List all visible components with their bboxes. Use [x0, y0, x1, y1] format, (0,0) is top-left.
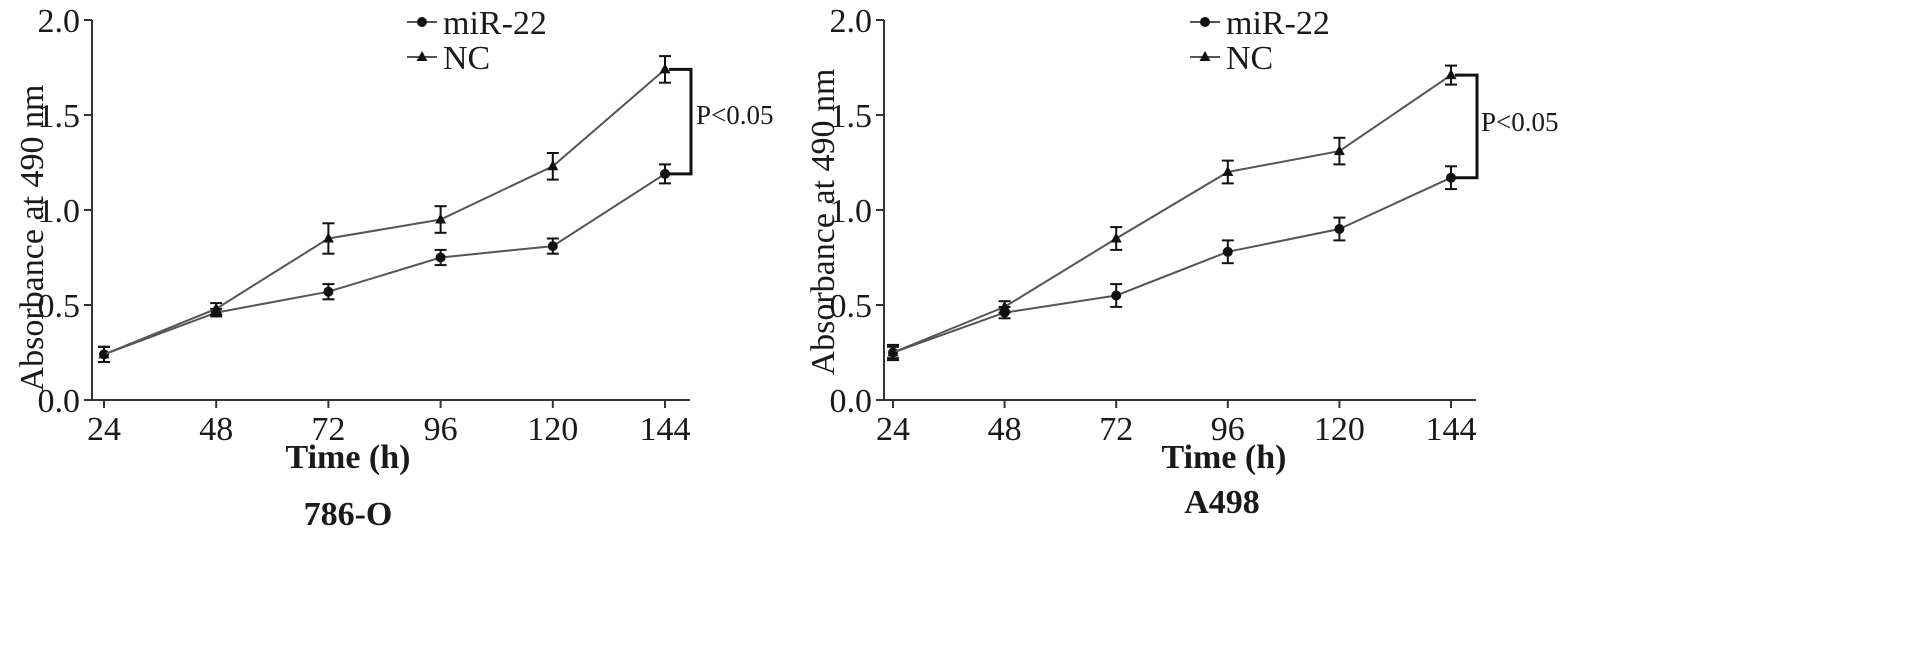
panel-label: A498	[1184, 484, 1260, 521]
data-point-mir-22	[660, 168, 670, 179]
data-point-mir-22	[547, 241, 558, 252]
x-tick-label: 120	[1314, 411, 1365, 448]
data-point-mir-22	[1111, 290, 1122, 301]
series-line-mir-22	[892, 176, 1452, 354]
y-tick-label: 0.5	[38, 288, 81, 325]
legend-label: miR-22	[443, 5, 547, 42]
panel-label: 786-O	[304, 496, 393, 533]
data-point-nc	[1222, 166, 1234, 176]
y-tick-label: 2.0	[830, 3, 873, 40]
legend-marker	[1200, 17, 1210, 27]
x-tick-label: 48	[988, 411, 1022, 448]
data-point-mir-22	[1222, 246, 1233, 257]
y-tick-label: 1.5	[38, 98, 81, 135]
data-point-nc	[1110, 232, 1122, 243]
chart-panel-1: 0.0 0.5 1.0 1.5 2.0 24 48 72 96 120 144 Time (h) Abs…	[14, 3, 774, 533]
y-tick-label: 1.0	[830, 193, 873, 230]
y-tick-label: 0.0	[38, 383, 81, 420]
series-line-mir-22	[103, 173, 666, 356]
legend-label: miR-22	[1226, 5, 1330, 42]
x-tick-label: 24	[87, 411, 121, 448]
y-tick-label: 1.0	[38, 193, 81, 230]
legend-marker	[1199, 51, 1211, 61]
series-line-nc	[103, 68, 666, 356]
data-point-nc	[435, 213, 447, 224]
y-tick-label: 0.0	[830, 383, 873, 420]
data-point-mir-22	[1446, 172, 1456, 183]
legend-marker	[417, 17, 427, 27]
y-tick-label: 0.5	[830, 288, 873, 325]
data-point-nc	[322, 232, 334, 243]
data-point-mir-22	[435, 252, 446, 263]
chart-panel-2: 0.0 0.5 1.0 1.5 2.0 24 48 72 96 120 144 Time (h) Abs…	[805, 3, 1559, 521]
data-point-nc	[1445, 69, 1457, 80]
y-tick-label: 2.0	[38, 3, 81, 40]
x-tick-label: 96	[424, 411, 458, 448]
legend-marker	[416, 51, 428, 61]
data-point-nc	[210, 302, 222, 313]
x-tick-label: 144	[640, 411, 691, 448]
significance-label: P<0.05	[696, 100, 774, 130]
x-tick-label: 96	[1211, 411, 1245, 448]
legend-label: NC	[443, 40, 490, 77]
x-axis-title: Time (h)	[286, 439, 411, 476]
data-point-mir-22	[1334, 224, 1345, 234]
x-tick-label: 72	[311, 411, 345, 448]
data-point-nc	[98, 348, 110, 359]
y-axis-title: Absorbance at 490 nm	[805, 69, 842, 376]
x-tick-label: 120	[527, 411, 578, 448]
x-tick-label: 144	[1426, 411, 1477, 448]
significance-label: P<0.05	[1481, 107, 1559, 137]
x-tick-label: 72	[1099, 411, 1133, 448]
data-point-nc	[547, 160, 559, 171]
y-axis-title: Absorbance at 490 nm	[14, 85, 51, 392]
data-point-nc	[887, 346, 899, 357]
series-line-nc	[892, 74, 1452, 354]
data-point-mir-22	[323, 286, 334, 297]
legend-label: NC	[1226, 40, 1273, 77]
y-tick-label: 1.5	[830, 98, 873, 135]
x-tick-label: 48	[199, 411, 233, 448]
significance-bracket	[1455, 73, 1479, 180]
x-tick-label: 24	[876, 411, 910, 448]
data-point-nc	[659, 63, 671, 74]
data-point-nc	[999, 300, 1011, 311]
data-point-nc	[1333, 145, 1345, 156]
significance-bracket	[669, 67, 693, 176]
x-axis-title: Time (h)	[1162, 439, 1287, 476]
